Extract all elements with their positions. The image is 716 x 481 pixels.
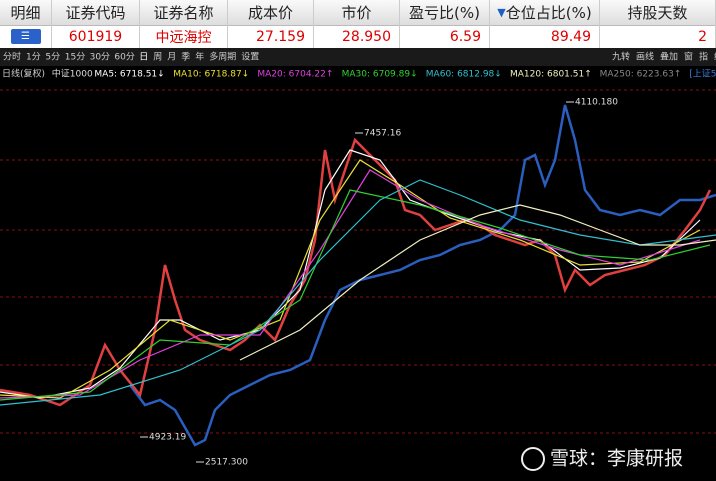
legend-overlay: [上证50]	[689, 69, 716, 80]
period-tab[interactable]: 日	[139, 52, 148, 63]
legend-item: MA250: 6223.63↑	[600, 70, 682, 80]
ma30	[0, 189, 711, 401]
tool-bar: 九转画线叠加窗指统	[612, 51, 716, 63]
tool-button[interactable]: 画线	[636, 51, 654, 63]
cell: 89.49	[490, 25, 600, 48]
legend-item: MA60: 6812.98↓	[426, 70, 502, 80]
legend-index: 中证1000	[52, 68, 93, 80]
ma60	[0, 179, 716, 406]
detail-icon-cell[interactable]: ☰	[0, 25, 52, 48]
header-cell[interactable]: 明细	[0, 0, 52, 25]
header-cell[interactable]: 证券名称	[140, 0, 228, 25]
detail-icon[interactable]: ☰	[10, 29, 41, 44]
header-cell[interactable]: 成本价	[228, 0, 314, 25]
legend-item: MA120: 6801.51↑	[510, 70, 592, 80]
high-label: 7457.16	[364, 129, 401, 139]
annotations: 7457.16 4110.180 4923.19 2517.300	[140, 98, 618, 468]
toolbar	[0, 48, 716, 66]
legend-mode: 日线(复权)	[2, 68, 45, 80]
period-tab[interactable]: 30分	[90, 52, 110, 63]
low-label: 4923.19	[149, 433, 186, 443]
header-cell[interactable]: 市价	[314, 0, 400, 25]
period-tab[interactable]: 5分	[45, 52, 60, 63]
cell: 2	[600, 25, 716, 48]
tool-button[interactable]: 指	[699, 51, 708, 63]
period-tab[interactable]: 设置	[241, 52, 259, 63]
period-bar: 分时 1分 5分 15分 30分 60分日周月季年多周期 设置	[3, 51, 259, 63]
header-cell[interactable]: ▼ 仓位占比(%)	[490, 0, 600, 25]
position-table: 明细 证券代码 证券名称 成本价 市价 盈亏比(%) ▼ 仓位占比(%) 持股天数…	[0, 0, 716, 48]
data-row[interactable]: ☰ 601919 中远海控 27.159 28.950 6.59 89.49 2	[0, 25, 716, 48]
ma-legend: 日线(复权) 中证1000 MA5: 6718.51↓ MA10: 6718.87↓ M…	[2, 68, 716, 80]
cell: 27.159	[228, 25, 314, 48]
period-tab[interactable]: 60分	[114, 52, 134, 63]
legend-item: MA10: 6718.87↓	[173, 70, 249, 80]
period-tab[interactable]: 分时	[3, 51, 21, 63]
low-label: 2517.300	[205, 458, 248, 468]
price-lines	[0, 104, 716, 447]
cell: 601919	[52, 25, 140, 48]
cell: 中远海控	[140, 25, 228, 48]
watermark: 雪球：李康研报	[550, 448, 683, 470]
ma120	[239, 204, 716, 361]
period-tab[interactable]: 周	[153, 52, 162, 63]
cell: 6.59	[400, 25, 490, 48]
tool-button[interactable]: 叠加	[660, 52, 678, 63]
tool-button[interactable]: 九转	[612, 51, 630, 63]
cell: 28.950	[314, 25, 400, 48]
watermark-logo	[521, 447, 545, 471]
period-tab[interactable]: 季	[181, 51, 190, 63]
ma20	[0, 169, 701, 399]
ma5	[0, 149, 701, 399]
period-tab[interactable]: 年	[195, 51, 204, 63]
header-cell[interactable]: 证券代码	[52, 0, 140, 25]
index-line	[0, 137, 712, 407]
overlay-line	[129, 104, 716, 447]
period-tab[interactable]: 15分	[65, 52, 85, 63]
period-tab[interactable]: 1分	[26, 52, 41, 63]
sort-marker: ▼	[497, 6, 506, 19]
legend-item: MA5: 6718.51↓	[94, 70, 164, 80]
period-tab[interactable]: 多周期	[209, 51, 236, 63]
period-tab[interactable]: 月	[167, 52, 176, 63]
high-label: 4110.180	[575, 98, 618, 108]
header-row: 明细 证券代码 证券名称 成本价 市价 盈亏比(%) ▼ 仓位占比(%) 持股天数	[0, 0, 716, 26]
grid	[0, 89, 716, 434]
ma10	[0, 159, 701, 399]
legend-item: MA20: 6704.22↑	[257, 70, 333, 80]
tool-button[interactable]: 窗	[684, 51, 693, 63]
header-cell[interactable]: 盈亏比(%)	[400, 0, 490, 25]
header-text: 仓位占比(%)	[505, 4, 592, 22]
legend-item: MA30: 6709.89↓	[342, 70, 418, 80]
tool-button[interactable]: 统	[714, 51, 716, 63]
header-cell[interactable]: 持股天数	[600, 0, 716, 25]
